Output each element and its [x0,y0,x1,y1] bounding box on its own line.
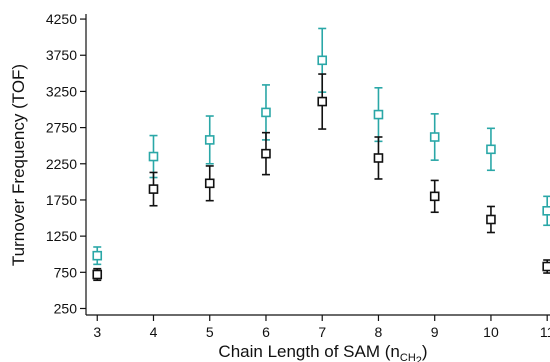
x-tick-label: 6 [262,324,270,340]
x-axis-label-sub-ch: CH [400,352,416,362]
x-axis-label-close: ) [422,342,428,361]
x-ticks: 3 4 5 6 7 8 9 10 11 [93,315,550,340]
x-axis-label-sub-2: 2 [416,355,422,362]
y-tick-label: 1250 [46,228,77,244]
data-point-marker [486,144,496,155]
x-axis-label-main: Chain Length of SAM (n [218,342,399,361]
x-tick-label: 3 [93,324,101,340]
y-tick-label: 750 [54,264,78,280]
x-axis-label: Chain Length of SAM (nCH2) [218,342,427,362]
y-ticks: 250 750 1250 1750 2250 2750 3250 3750 4250 [46,11,86,316]
data-series [92,27,550,282]
x-tick-label: 7 [318,324,326,340]
data-point-marker [429,191,440,202]
x-tick-label: 9 [431,324,439,340]
y-tick-label: 2750 [46,120,77,136]
data-point-marker [429,132,440,142]
x-tick-label: 5 [206,324,214,340]
data-point-marker [317,55,328,66]
x-tick-label: 4 [150,324,158,340]
y-axis-label: Turnover Frequency (TOF) [9,64,28,266]
data-point-marker [204,178,215,189]
series-1 [92,73,550,282]
data-point-marker [261,107,271,118]
y-tick-label: 3750 [46,47,77,63]
y-tick-label: 4250 [46,11,77,27]
y-tick-label: 2250 [46,156,77,172]
data-point-marker [373,153,384,163]
data-point-marker [542,206,550,216]
x-tick-label: 10 [483,324,499,340]
data-point-marker [373,109,384,120]
y-tick-label: 1750 [46,192,77,208]
data-point-marker [148,184,159,194]
axes [85,14,550,316]
y-tick-label: 250 [54,300,78,316]
data-point-marker [92,269,103,280]
data-point-marker [261,148,271,159]
x-tick-label: 11 [540,324,550,340]
y-tick-label: 3250 [46,83,77,99]
data-point-marker [148,151,159,162]
data-point-marker [486,214,496,225]
data-point-marker [542,261,550,272]
series-0 [92,27,550,266]
data-point-marker [92,250,103,261]
x-tick-label: 8 [375,324,383,340]
data-point-marker [317,96,328,107]
data-point-marker [204,135,215,145]
